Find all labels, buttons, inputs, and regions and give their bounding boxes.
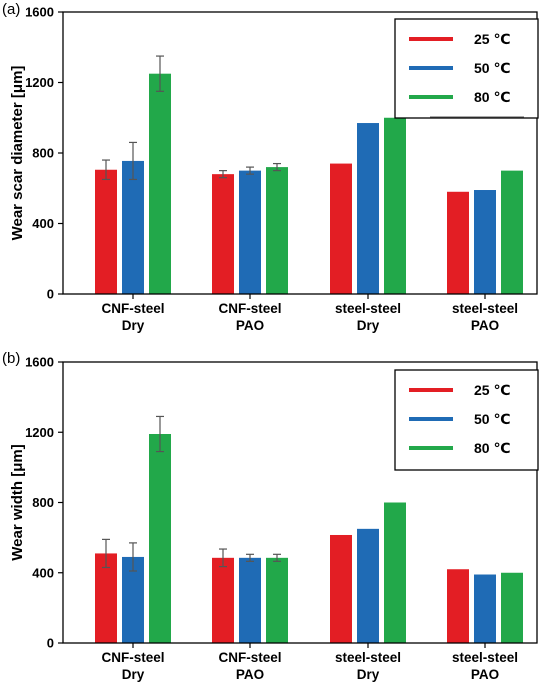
- chart2-y-tick-label: 1600: [25, 355, 54, 370]
- chart2-bar-4-series-1: [447, 569, 469, 643]
- chart1-legend-label-1: 25 ℃: [474, 31, 510, 47]
- chart1-y-tick-label: 1600: [25, 5, 54, 20]
- chart1-y-tick-label: 0: [47, 287, 54, 302]
- chart2-bar-3-series-1: [330, 534, 352, 643]
- chart2-panel-label: (b): [2, 350, 20, 367]
- chart1-bar-1-series-2: [122, 160, 144, 294]
- chart2-category-label-1-line2: Dry: [122, 667, 145, 682]
- chart1-category-label-4-line1: steel-steel: [452, 301, 518, 316]
- chart1-plot-frame: [62, 11, 538, 295]
- chart2-category-label-2-line1: CNF-steel: [218, 650, 281, 665]
- chart1-bar-3-series-2: [357, 123, 379, 294]
- chart2-category-label-2-line2: PAO: [236, 667, 264, 682]
- chart2-y-tick-label: 400: [32, 565, 54, 580]
- chart1-category-label-3-line1: steel-steel: [335, 301, 401, 316]
- chart1-category-label-3-line2: Dry: [357, 318, 380, 333]
- chart1-bar-2-series-3: [266, 167, 288, 294]
- chart2-bar-2-series-1: [212, 557, 234, 643]
- chart1-bar-4-series-1: [447, 191, 469, 294]
- chart1-bar-1-series-3: [149, 73, 171, 294]
- chart1-y-tick-label: 1200: [25, 75, 54, 90]
- chart1-y-axis-label: Wear scar diameter [μm]: [9, 66, 26, 241]
- chart2-y-axis-label: Wear width [μm]: [9, 444, 26, 560]
- chart2-bar-2-series-3: [266, 557, 288, 643]
- chart2-y-tick-label: 1200: [25, 425, 54, 440]
- chart2-bar-4-series-2: [474, 574, 496, 643]
- chart1-bar-4-series-3: [501, 170, 523, 294]
- chart2-legend-label-1: 25 ℃: [474, 382, 510, 398]
- chart1-legend-label-2: 50 ℃: [474, 60, 510, 76]
- chart1-category-label-2-line2: PAO: [236, 318, 264, 333]
- chart2-category-label-4-line2: PAO: [471, 667, 499, 682]
- chart1-category-label-2-line1: CNF-steel: [218, 301, 281, 316]
- chart2-legend-label-2: 50 ℃: [474, 411, 510, 427]
- chart2-y-tick-label: 0: [47, 636, 54, 651]
- chart2-bar-1-series-1: [95, 553, 117, 643]
- chart1-bar-4-series-2: [474, 190, 496, 294]
- chart2-bar-3-series-2: [357, 528, 379, 643]
- chart1-panel-label: (a): [2, 1, 20, 18]
- chart1-category-label-1-line2: Dry: [122, 318, 145, 333]
- chart1-bar-1-series-1: [95, 169, 117, 294]
- chart1-y-tick-label: 400: [32, 216, 54, 231]
- chart1-legend-label-3: 80 ℃: [474, 89, 510, 105]
- chart2-bar-2-series-2: [239, 557, 261, 643]
- chart2-bar-1-series-3: [149, 434, 171, 643]
- chart2-category-label-3-line2: Dry: [357, 667, 380, 682]
- chart2-legend-label-3: 80 ℃: [474, 440, 510, 456]
- chart1-y-tick-label: 800: [32, 146, 54, 161]
- chart1-category-label-4-line2: PAO: [471, 318, 499, 333]
- chart2-bar-3-series-3: [384, 502, 406, 643]
- chart2-category-label-4-line1: steel-steel: [452, 650, 518, 665]
- chart1-bar-3-series-1: [330, 163, 352, 294]
- chart1-category-label-1-line1: CNF-steel: [101, 301, 164, 316]
- chart2-bar-1-series-2: [122, 556, 144, 643]
- chart1-bar-3-series-3: [384, 117, 406, 294]
- chart1-bar-2-series-2: [239, 170, 261, 294]
- chart2-plot-frame: [62, 361, 538, 644]
- chart2-category-label-1-line1: CNF-steel: [101, 650, 164, 665]
- chart1-bar-2-series-1: [212, 174, 234, 294]
- chart2-category-label-3-line1: steel-steel: [335, 650, 401, 665]
- chart2-bar-4-series-3: [501, 572, 523, 643]
- chart2-y-tick-label: 800: [32, 495, 54, 510]
